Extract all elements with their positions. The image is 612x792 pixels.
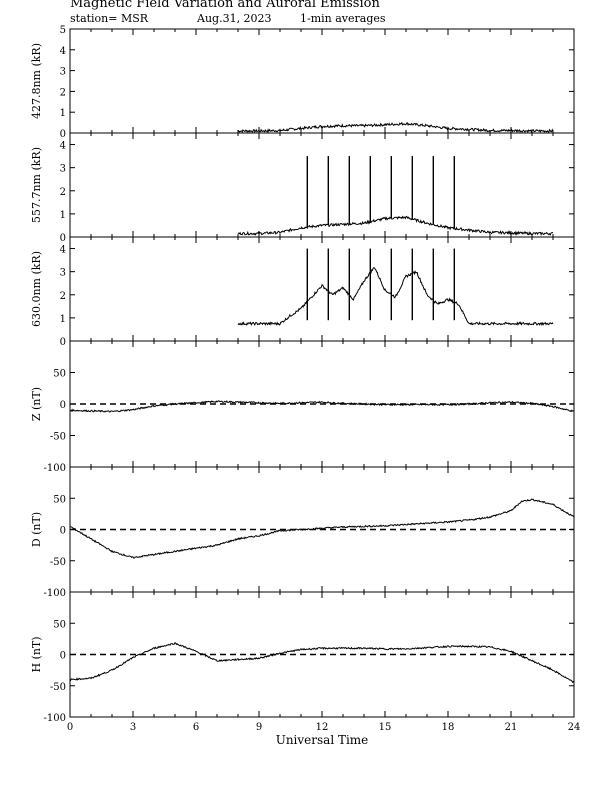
y-tick-label: 2 [60, 87, 66, 98]
series-line [69, 498, 575, 559]
y-tick-label: -100 [44, 463, 66, 474]
averages-label: 1-min averages [300, 12, 386, 25]
y-tick-label: 50 [53, 619, 66, 630]
x-tick-label: 9 [256, 722, 262, 733]
panel-frame [69, 28, 575, 134]
panel-2: 0 1 2 3 4 557.7nm (kR) [30, 132, 575, 244]
chart-title: Magnetic Field Variation and Auroral Emi… [70, 0, 380, 11]
panel-5: -100 -50 0 50 D (nT) [30, 466, 575, 599]
panel-4: -100 -50 0 50 Z (nT) [30, 340, 575, 474]
x-tick-label: 12 [316, 722, 329, 733]
y-axis-label: D (nT) [30, 512, 43, 547]
series-line [237, 121, 554, 134]
y-tick-label: 4 [60, 141, 66, 152]
y-tick-label: -50 [50, 432, 66, 443]
x-tick-label: 15 [379, 722, 392, 733]
y-axis-label: H (nT) [30, 636, 43, 672]
y-tick-label: 3 [60, 164, 66, 175]
series-line [69, 641, 575, 684]
y-tick-label: 3 [60, 268, 66, 279]
panel-frame [69, 236, 575, 342]
y-tick-label: -50 [50, 557, 66, 568]
series-line [237, 215, 554, 237]
station-label: station= MSR [70, 12, 149, 25]
x-tick-label: 24 [568, 722, 581, 733]
y-tick-label: 2 [60, 187, 66, 198]
panel-3: 0 1 2 3 4 630.0nm (kR) [30, 236, 575, 348]
panel-1: 0 1 2 3 4 5 427.8nm (kR) [30, 25, 575, 140]
y-tick-label: 0 [60, 526, 66, 537]
x-axis-label: Universal Time [276, 733, 369, 747]
y-tick-label: 0 [60, 233, 66, 244]
y-tick-label: 5 [60, 25, 66, 36]
y-tick-label: 0 [60, 337, 66, 348]
y-tick-label: 50 [53, 369, 66, 380]
y-tick-label: 0 [60, 129, 66, 140]
y-tick-label: -50 [50, 682, 66, 693]
panel-frame [69, 132, 575, 238]
x-tick-label: 6 [193, 722, 199, 733]
y-tick-label: 1 [60, 210, 66, 221]
y-tick-label: 50 [53, 494, 66, 505]
panel-6: -100 -50 0 50 H (nT) 0 3 6 9 12 15 18 21 24 Universal … [30, 591, 581, 747]
x-tick-label: 21 [505, 722, 518, 733]
y-axis-label: Z (nT) [30, 387, 43, 421]
y-tick-label: 4 [60, 245, 66, 256]
y-tick-label: 0 [60, 400, 66, 411]
x-tick-label: 0 [67, 722, 73, 733]
series-line [237, 267, 554, 327]
series-line [69, 400, 575, 413]
x-tick-label: 18 [442, 722, 455, 733]
y-tick-label: -100 [44, 713, 66, 724]
y-axis-label: 427.8nm (kR) [30, 43, 43, 119]
y-tick-label: 4 [60, 46, 66, 57]
y-tick-label: -100 [44, 588, 66, 599]
y-tick-label: 2 [60, 291, 66, 302]
date-label: Aug.31, 2023 [197, 12, 272, 25]
y-tick-label: 1 [60, 108, 66, 119]
y-tick-label: 3 [60, 67, 66, 78]
y-tick-label: 1 [60, 314, 66, 325]
y-axis-label: 630.0nm (kR) [30, 251, 43, 327]
y-tick-label: 0 [60, 651, 66, 662]
y-axis-label: 557.7nm (kR) [30, 147, 43, 223]
x-tick-label: 3 [130, 722, 136, 733]
